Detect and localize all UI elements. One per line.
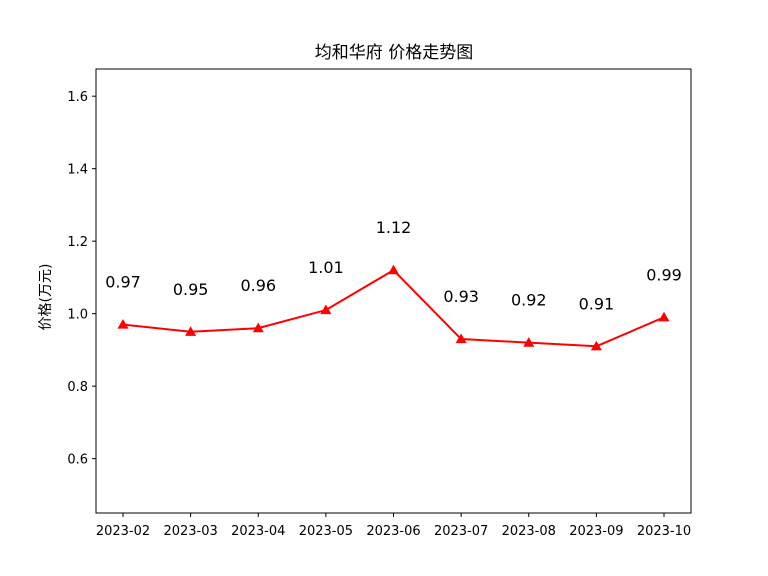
- x-tick-label: 2023-05: [299, 524, 353, 539]
- x-tick-label: 2023-02: [96, 524, 150, 539]
- data-point-label: 1.01: [308, 258, 344, 277]
- data-point-label: 0.93: [443, 287, 479, 306]
- data-point-marker: [388, 264, 399, 275]
- data-point-marker: [658, 311, 670, 322]
- data-point-label: 0.99: [646, 265, 682, 284]
- data-point-label: 1.12: [376, 218, 412, 237]
- x-tick-label: 2023-03: [163, 524, 217, 539]
- x-tick-label: 2023-10: [637, 524, 691, 539]
- y-axis-label: 价格(万元): [38, 264, 54, 331]
- data-point-marker: [117, 319, 129, 329]
- x-tick-label: 2023-09: [569, 524, 623, 539]
- axis-ticks: 2023-02 2023-03 2023-04 2023-05 2023-06 2023-…: [67, 90, 691, 539]
- y-tick-label: 0.8: [67, 380, 88, 395]
- x-tick-label: 2023-06: [366, 524, 420, 539]
- x-tick-label: 2023-08: [502, 524, 556, 539]
- data-point-label: 0.91: [579, 294, 615, 313]
- x-tick-label: 2023-04: [231, 524, 285, 539]
- data-point-marker: [185, 326, 197, 336]
- y-tick-label: 1.0: [67, 308, 88, 323]
- data-point-label: 0.97: [105, 273, 141, 292]
- y-tick-label: 0.6: [67, 453, 88, 468]
- data-point-marker: [590, 340, 602, 351]
- x-tick-label: 2023-07: [434, 524, 488, 539]
- data-point-label: 0.92: [511, 291, 547, 310]
- data-point-marker: [523, 337, 535, 347]
- data-labels: 0.97 0.95 0.96 1.01 1.12 0.93 0.92 0.91 0.99: [105, 218, 682, 313]
- data-point-label: 0.95: [173, 280, 209, 299]
- data-point-marker: [455, 333, 467, 344]
- y-tick-label: 1.2: [67, 235, 88, 250]
- y-tick-label: 1.4: [67, 163, 88, 178]
- y-tick-label: 1.6: [67, 90, 88, 105]
- chart-title: 均和华府 价格走势图: [315, 43, 473, 63]
- data-point-marker: [320, 304, 332, 315]
- data-point-label: 0.96: [240, 276, 276, 295]
- series-line-layer: [117, 264, 670, 351]
- data-point-marker: [252, 322, 264, 333]
